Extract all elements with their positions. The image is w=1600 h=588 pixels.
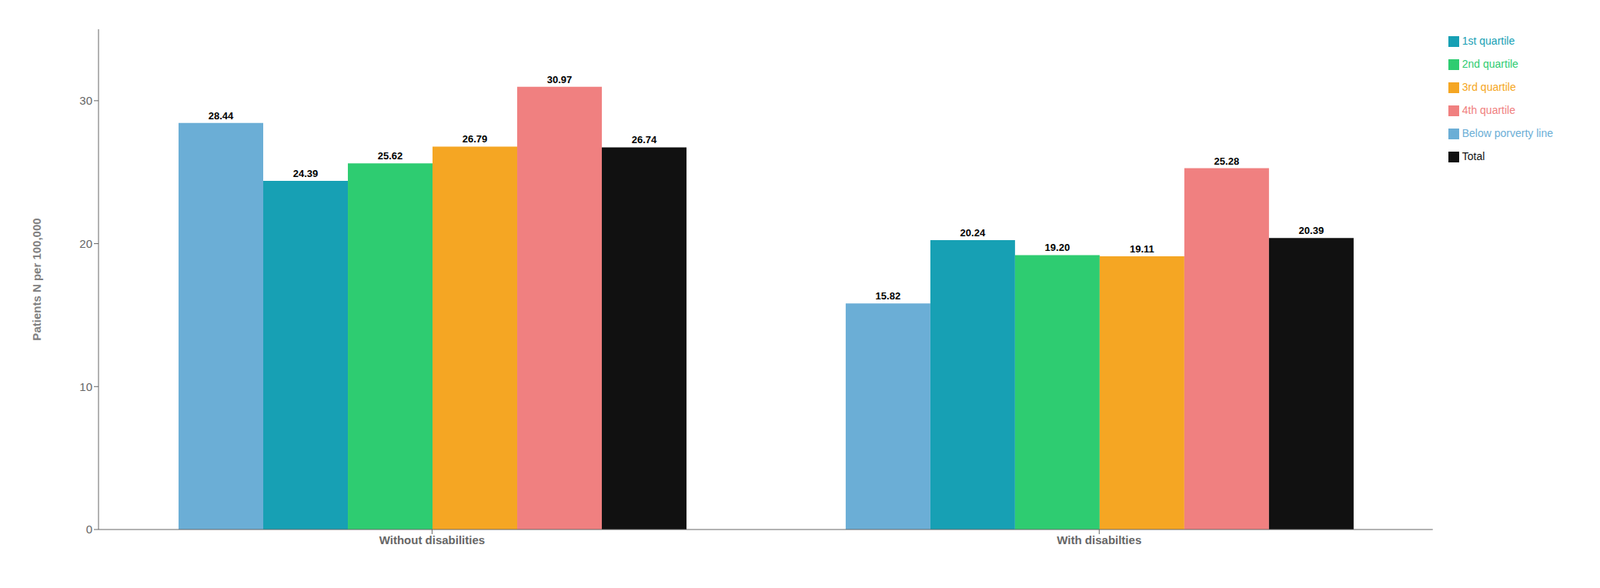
- svg-text:24.39: 24.39: [293, 167, 319, 180]
- svg-text:10: 10: [79, 380, 93, 394]
- svg-text:With disabilties: With disabilties: [1056, 533, 1142, 547]
- svg-text:19.20: 19.20: [1045, 241, 1071, 254]
- svg-text:20.39: 20.39: [1299, 224, 1325, 237]
- svg-text:20.24: 20.24: [960, 227, 986, 239]
- html-text:1st quartile: 1st quartile: [1462, 34, 1515, 47]
- svg-text:26.79: 26.79: [462, 133, 488, 145]
- svg-text:15.82: 15.82: [875, 290, 902, 302]
- svg-text:25.62: 25.62: [377, 150, 404, 162]
- html-text:Total: Total: [1462, 150, 1485, 163]
- svg-text:20: 20: [79, 237, 93, 251]
- svg-text:30: 30: [79, 93, 93, 107]
- html-text:4th quartile: 4th quartile: [1462, 103, 1516, 117]
- svg-text:26.74: 26.74: [631, 133, 658, 146]
- svg-text:Without disabilities: Without disabilities: [379, 533, 485, 547]
- svg-text:Patients N per 100,000: Patients N per 100,000: [30, 217, 44, 341]
- svg-text:25.28: 25.28: [1214, 155, 1240, 168]
- html-text:2nd quartile: 2nd quartile: [1462, 57, 1519, 71]
- svg-text:28.44: 28.44: [208, 110, 234, 122]
- html-text:3rd quartile: 3rd quartile: [1462, 80, 1516, 94]
- svg-text:0: 0: [86, 522, 93, 536]
- svg-text:19.11: 19.11: [1129, 243, 1155, 255]
- svg-text:30.97: 30.97: [547, 73, 573, 86]
- html-text:Below porverty line: Below porverty line: [1462, 126, 1554, 140]
